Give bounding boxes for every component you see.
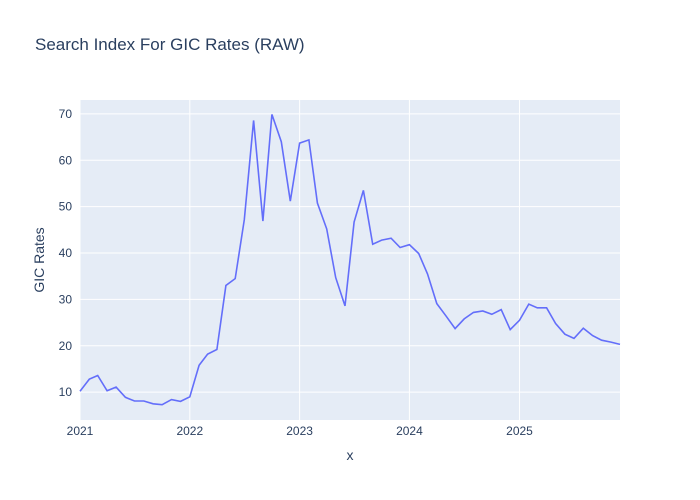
y-tick-label: 70 (59, 107, 73, 121)
chart-title: Search Index For GIC Rates (RAW) (35, 35, 305, 54)
y-gridlines (80, 113, 620, 393)
y-axis-ticks: 10 20 30 40 50 60 70 (59, 107, 73, 399)
y-tick-label: 60 (59, 153, 73, 167)
x-axis-title: x (347, 447, 354, 463)
y-tick-label: 40 (59, 246, 73, 260)
x-tick-label: 2024 (396, 424, 423, 438)
series-line (79, 114, 621, 406)
x-axis-ticks: 2021 2022 2023 2024 2025 (67, 424, 534, 438)
x-gridlines (79, 100, 521, 420)
y-tick-label: 10 (59, 385, 73, 399)
y-tick-label: 50 (59, 200, 73, 214)
x-tick-label: 2025 (506, 424, 533, 438)
y-axis-title: GIC Rates (31, 227, 47, 292)
y-tick-label: 30 (59, 292, 73, 306)
x-tick-label: 2023 (286, 424, 313, 438)
y-tick-label: 20 (59, 339, 73, 353)
x-tick-label: 2022 (176, 424, 203, 438)
x-tick-label: 2021 (67, 424, 94, 438)
